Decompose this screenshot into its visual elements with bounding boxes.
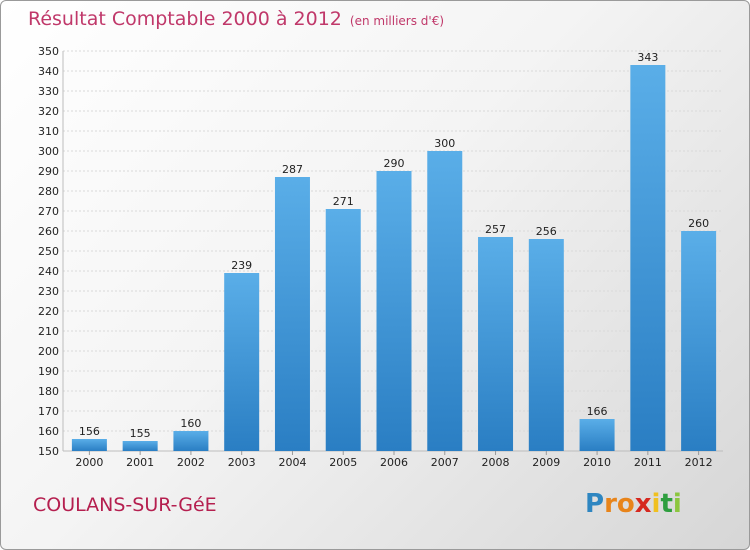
y-tick-label: 240: [38, 265, 59, 278]
chart-title-block: Résultat Comptable 2000 à 2012 (en millie…: [28, 8, 444, 30]
bar-value-label: 239: [231, 259, 252, 272]
y-tick-label: 280: [38, 185, 59, 198]
grid-lines: [63, 50, 723, 452]
y-tick-label: 210: [38, 325, 59, 338]
y-tick-label: 170: [38, 405, 59, 418]
bar-value-label: 166: [587, 405, 608, 418]
bar-value-label: 155: [130, 427, 151, 440]
x-tick-label: 2005: [329, 456, 357, 469]
logo-letter: i: [672, 489, 682, 519]
x-tick-label: 2011: [634, 456, 662, 469]
proxiti-logo: Proxiti: [585, 489, 682, 519]
bar-2009: [528, 239, 564, 451]
bar-value-label: 271: [333, 195, 354, 208]
logo-letter: t: [660, 489, 673, 519]
bar-2007: [427, 151, 463, 451]
y-tick-label: 190: [38, 365, 59, 378]
x-tick-label: 2007: [431, 456, 459, 469]
bar-2012: [681, 231, 717, 451]
bar-2000: [71, 439, 107, 451]
x-tick-label: 2001: [126, 456, 154, 469]
bar-value-label: 300: [434, 137, 455, 150]
chart-title: Résultat Comptable 2000 à 2012: [28, 8, 342, 30]
bar-2011: [630, 65, 666, 451]
bar-2002: [173, 431, 209, 451]
x-tick-label: 2004: [278, 456, 306, 469]
x-tick-label: 2010: [583, 456, 611, 469]
y-tick-label: 150: [38, 445, 59, 458]
chart-subtitle: (en milliers d'€): [349, 14, 445, 28]
bar-2003: [224, 273, 260, 451]
logo-letter: i: [651, 489, 661, 519]
x-tick-label: 2012: [685, 456, 713, 469]
bar-value-label: 287: [282, 163, 303, 176]
bar-2006: [376, 171, 412, 451]
y-tick-label: 160: [38, 425, 59, 438]
bar-2005: [325, 209, 361, 451]
y-tick-label: 320: [38, 105, 59, 118]
bar-value-label: 160: [180, 417, 201, 430]
y-tick-label: 310: [38, 125, 59, 138]
y-tick-label: 300: [38, 145, 59, 158]
x-tick-label: 2006: [380, 456, 408, 469]
y-tick-label: 260: [38, 225, 59, 238]
y-tick-label: 180: [38, 385, 59, 398]
y-tick-label: 230: [38, 285, 59, 298]
y-tick-label: 200: [38, 345, 59, 358]
y-tick-label: 350: [38, 45, 59, 58]
x-tick-label: 2002: [177, 456, 205, 469]
y-tick-label: 290: [38, 165, 59, 178]
bar-value-label: 290: [384, 157, 405, 170]
bars: 156 155 160 239 287 271 290 300 257 256 166 343 260: [71, 51, 717, 451]
y-tick-label: 220: [38, 305, 59, 318]
y-tick-label: 340: [38, 65, 59, 78]
x-tick-label: 2009: [532, 456, 560, 469]
y-tick-label: 330: [38, 85, 59, 98]
bar-2010: [579, 419, 615, 451]
bar-2004: [274, 177, 310, 451]
bar-value-label: 256: [536, 225, 557, 238]
bar-value-label: 156: [79, 425, 100, 438]
y-tick-label: 270: [38, 205, 59, 218]
bar-2001: [122, 441, 158, 451]
y-tick-label: 250: [38, 245, 59, 258]
bar-2008: [478, 237, 514, 451]
location-label: COULANS-SUR-GéE: [33, 494, 217, 516]
logo-letter: P: [585, 489, 605, 519]
bar-value-label: 257: [485, 223, 506, 236]
x-tick-label: 2003: [228, 456, 256, 469]
bar-value-label: 343: [637, 51, 658, 64]
logo-letter: x: [634, 489, 652, 519]
x-tick-label: 2008: [482, 456, 510, 469]
bar-value-label: 260: [688, 217, 709, 230]
x-tick-label: 2000: [75, 456, 103, 469]
x-axis: 2000 2001 2002 2003 2004 2005 2006 2007 2008 2009…: [75, 451, 713, 469]
logo-letter: r: [604, 489, 617, 519]
logo-letter: o: [616, 489, 635, 519]
